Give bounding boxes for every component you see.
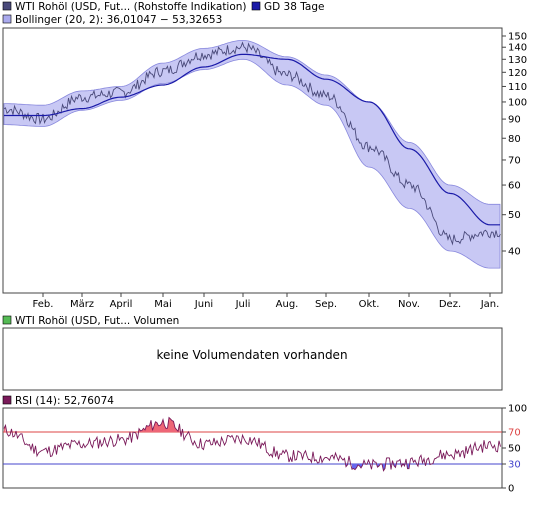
- price-plot-area: [3, 40, 501, 269]
- rsi-y-tick-label: 0: [508, 484, 514, 495]
- price-x-tick-label: Jan.: [480, 299, 500, 310]
- ma-legend-label: GD 38 Tage: [264, 1, 325, 13]
- rsi-y-tick-label: 30: [508, 460, 521, 471]
- price-x-tick-label: Dez.: [439, 299, 461, 310]
- price-y-tick-label: 90: [508, 115, 521, 126]
- price-x-tick-label: Juli: [235, 299, 251, 310]
- rsi-y-tick-label: 70: [508, 428, 521, 439]
- price-y-tick-label: 150: [508, 32, 527, 43]
- price-x-tick-label: Nov.: [398, 299, 420, 310]
- price-y-tick-label: 70: [508, 155, 521, 166]
- price-y-tick-label: 100: [508, 97, 527, 108]
- rsi-oversold-fill: [352, 464, 363, 470]
- price-y-tick-label: 50: [508, 210, 521, 221]
- volume-legend-label: WTI Rohöl (USD, Fut... Volumen: [15, 315, 179, 327]
- rsi-line: [3, 416, 501, 472]
- rsi-overbought-fill: [139, 417, 180, 432]
- price-x-tick-label: März: [70, 299, 94, 310]
- rsi-y-tick-label: 50: [508, 444, 521, 455]
- volume-plot-frame: [2, 327, 503, 391]
- price-y-tick-label: 40: [508, 247, 521, 258]
- price-x-tick-label: Sep.: [315, 299, 337, 310]
- bollinger-band: [3, 40, 501, 269]
- price-legend-label: WTI Rohöl (USD, Fut... (Rohstoffe Indika…: [15, 1, 247, 13]
- rsi-legend-swatch: [2, 395, 12, 405]
- price-x-tick-label: Mai: [154, 299, 172, 310]
- price-x-tick-label: Juni: [194, 299, 213, 310]
- price-x-tick-label: Feb.: [33, 299, 54, 310]
- volume-empty-message: keine Volumendaten vorhanden: [156, 348, 347, 362]
- price-x-tick-label: April: [110, 299, 133, 310]
- price-y-tick-label: 110: [508, 82, 527, 93]
- rsi-oversold-fill: [407, 464, 409, 469]
- price-x-axis: Feb. März April Mai Juni Juli Aug. Sep. Okt. Nov.…: [33, 293, 500, 310]
- volume-legend-swatch: [2, 315, 12, 325]
- price-y-tick-label: 60: [508, 181, 521, 192]
- rsi-y-axis: 0 30 50 70 100: [502, 404, 527, 495]
- rsi-y-tick-label: 100: [508, 404, 527, 415]
- rsi-plot-area: [3, 416, 502, 472]
- price-line: [3, 41, 501, 246]
- price-y-tick-label: 130: [508, 55, 527, 66]
- price-legend: WTI Rohöl (USD, Fut... (Rohstoffe Indika…: [2, 1, 325, 26]
- rsi-legend-label: RSI (14): 52,76074: [15, 395, 114, 407]
- ma-38-line: [4, 53, 500, 226]
- bollinger-legend-swatch: [2, 14, 12, 24]
- price-y-tick-label: 140: [508, 43, 527, 54]
- price-x-tick-label: Okt.: [359, 299, 380, 310]
- rsi-plot-frame: [2, 407, 503, 489]
- bollinger-legend-label: Bollinger (20, 2): 36,01047 − 53,32653: [15, 14, 222, 26]
- price-y-tick-label: 80: [508, 134, 521, 145]
- price-legend-swatch: [2, 1, 12, 11]
- ma-legend-swatch: [251, 1, 261, 11]
- price-x-tick-label: Aug.: [276, 299, 299, 310]
- price-y-tick-label: 120: [508, 68, 527, 79]
